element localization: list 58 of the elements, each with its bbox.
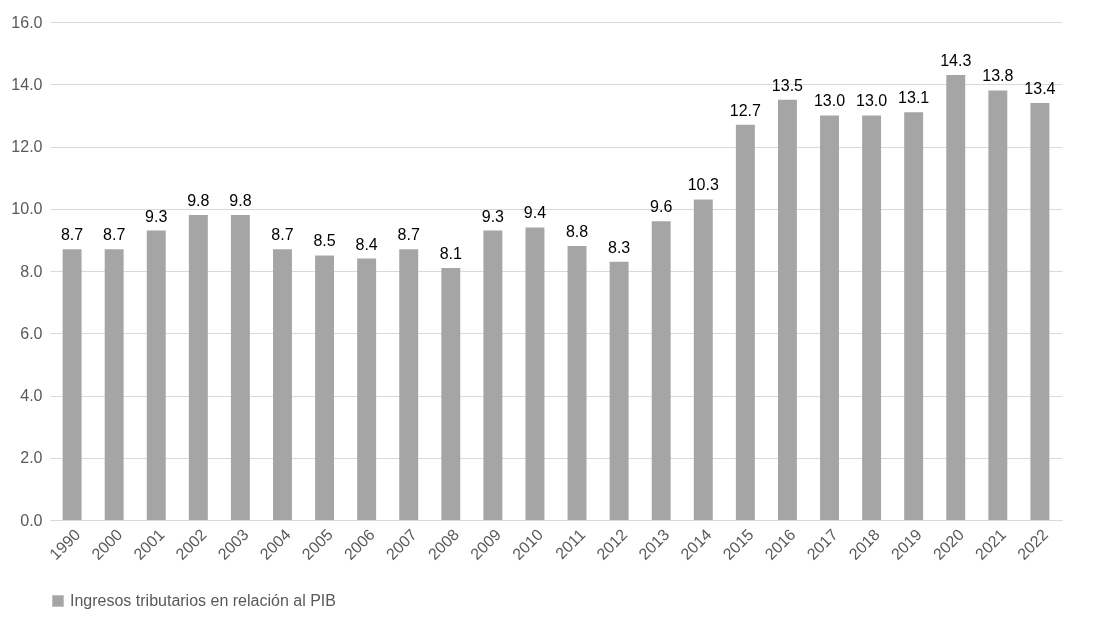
y-tick-label: 4.0	[20, 387, 43, 404]
bar	[357, 258, 377, 520]
data-label: 12.7	[729, 101, 762, 119]
y-tick-label: 0.0	[20, 511, 43, 529]
y-tick-label: 6.0	[20, 324, 43, 342]
data-label: 13.0	[856, 92, 888, 110]
bar	[62, 249, 82, 520]
data-label: 13.5	[771, 76, 804, 94]
y-tick-label: 10.0	[11, 200, 43, 218]
bar	[399, 249, 419, 520]
data-label: 9.3	[145, 207, 168, 225]
y-tick-label: 8.0	[20, 262, 43, 280]
bar	[609, 261, 629, 520]
y-tick-label: 16.0	[11, 13, 43, 31]
data-label: 9.8	[187, 191, 210, 209]
data-label: 8.7	[271, 226, 294, 244]
bar	[146, 230, 166, 520]
data-label: 9.3	[481, 207, 505, 225]
data-label: 9.8	[229, 191, 252, 209]
bar	[777, 99, 797, 520]
y-tick-label: 14.0	[11, 75, 43, 93]
y-tick-label: 12.0	[11, 138, 43, 155]
data-label: 8.8	[565, 223, 589, 241]
bar	[862, 115, 882, 520]
bar	[1030, 102, 1050, 520]
bar	[104, 249, 124, 520]
bar	[230, 214, 250, 520]
data-label: 8.7	[397, 226, 420, 244]
data-label: 13.1	[898, 89, 930, 107]
bar	[651, 221, 671, 520]
bar	[525, 227, 545, 520]
y-tick-label: 2.0	[20, 449, 43, 467]
bar	[904, 112, 924, 520]
bar	[315, 255, 335, 520]
bar	[946, 74, 966, 520]
bar	[273, 249, 292, 520]
data-label: 10.3	[687, 176, 719, 194]
data-label: 13.4	[1024, 79, 1056, 97]
data-label: 9.6	[650, 198, 673, 216]
data-label: 8.4	[355, 235, 378, 253]
bar	[693, 199, 713, 520]
legend-label: Ingresos tributarios en relación al PIB	[70, 592, 336, 609]
bar	[567, 246, 587, 520]
bar	[483, 230, 503, 520]
data-label: 8.7	[60, 226, 84, 244]
data-label: 8.7	[103, 226, 126, 244]
data-label: 13.0	[813, 92, 846, 110]
data-label: 13.8	[982, 67, 1014, 85]
bar	[988, 90, 1008, 520]
bar	[735, 124, 755, 520]
data-label: 8.3	[607, 238, 631, 256]
bar	[820, 115, 839, 520]
data-label: 14.3	[940, 51, 972, 69]
bar	[441, 267, 461, 520]
data-label: 8.1	[439, 244, 463, 262]
data-label: 9.4	[523, 204, 547, 222]
bar	[188, 214, 208, 520]
data-label: 8.5	[313, 232, 336, 250]
